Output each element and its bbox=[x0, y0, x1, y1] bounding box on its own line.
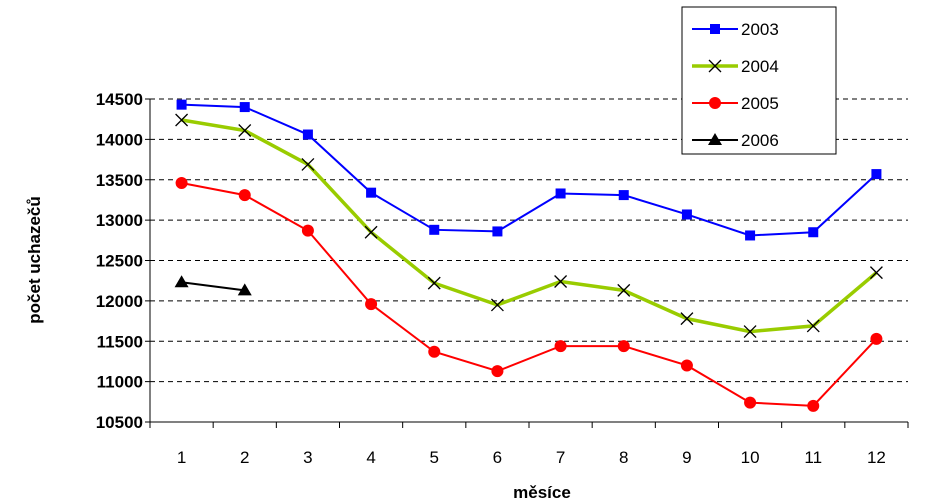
data-point-2003 bbox=[555, 188, 566, 199]
data-point-2006 bbox=[237, 283, 252, 296]
data-point-2005 bbox=[301, 224, 314, 237]
x-tick-label: 11 bbox=[804, 448, 822, 467]
legend-marker bbox=[709, 97, 721, 109]
axes bbox=[145, 98, 909, 428]
legend-label: 2005 bbox=[741, 94, 779, 113]
series-2006 bbox=[174, 275, 252, 296]
series bbox=[174, 99, 883, 412]
legend-item-2003: 2003 bbox=[692, 20, 779, 39]
y-tick-label: 10500 bbox=[96, 413, 143, 432]
legend-label: 2003 bbox=[741, 20, 779, 39]
y-tick-label: 14000 bbox=[96, 130, 143, 149]
x-tick-label: 3 bbox=[303, 448, 312, 467]
data-point-2005 bbox=[175, 176, 188, 189]
data-point-2004 bbox=[806, 319, 820, 333]
data-point-2004 bbox=[490, 298, 504, 312]
data-point-2004 bbox=[680, 312, 694, 326]
data-point-2003 bbox=[871, 169, 882, 180]
data-point-2005 bbox=[365, 298, 378, 311]
y-tick-label: 12000 bbox=[96, 292, 143, 311]
data-point-2004 bbox=[175, 113, 189, 127]
data-point-2003 bbox=[239, 102, 250, 113]
y-axis-title: počet uchazečů bbox=[25, 196, 44, 324]
data-point-2003 bbox=[429, 224, 440, 235]
series-line-2005 bbox=[181, 181, 878, 407]
legend-marker bbox=[710, 24, 720, 34]
series-line-2003 bbox=[181, 103, 878, 237]
data-point-2005 bbox=[807, 399, 820, 412]
data-point-2005 bbox=[428, 345, 441, 358]
data-point-2005 bbox=[238, 189, 251, 202]
data-point-2003 bbox=[808, 227, 819, 238]
y-tick-label: 14500 bbox=[96, 90, 143, 109]
legend-label: 2006 bbox=[741, 131, 779, 150]
y-tick-label: 11000 bbox=[97, 373, 143, 392]
data-point-2003 bbox=[618, 190, 629, 201]
data-point-2004 bbox=[617, 283, 631, 297]
gridlines bbox=[150, 98, 908, 383]
data-point-2005 bbox=[491, 365, 504, 378]
legend-item-2004: 2004 bbox=[692, 57, 779, 76]
x-tick-label: 1 bbox=[177, 448, 186, 467]
x-tick-label: 10 bbox=[741, 448, 760, 467]
legend-item-2005: 2005 bbox=[692, 94, 779, 113]
x-tick-label: 5 bbox=[430, 448, 439, 467]
data-point-2004 bbox=[364, 225, 378, 239]
legend-label: 2004 bbox=[741, 57, 779, 76]
y-tick-label: 13000 bbox=[96, 211, 143, 230]
data-point-2003 bbox=[492, 226, 503, 237]
series-line-2006 bbox=[181, 281, 245, 292]
data-point-2003 bbox=[366, 187, 377, 198]
x-tick-labels: 1 2 3 4 5 6 7 8 9 10 11 12 bbox=[177, 448, 886, 467]
series-2004 bbox=[175, 113, 883, 339]
data-point-2004 bbox=[554, 275, 568, 288]
data-point-2004 bbox=[238, 124, 252, 137]
x-tick-label: 9 bbox=[682, 448, 691, 467]
series-line-2004 bbox=[181, 118, 878, 334]
x-tick-label: 7 bbox=[556, 448, 565, 467]
x-tick-label: 8 bbox=[619, 448, 628, 467]
x-tick-label: 2 bbox=[240, 448, 249, 467]
data-point-2004 bbox=[869, 266, 883, 280]
y-tick-label: 11500 bbox=[97, 332, 143, 351]
legend: 2003 2004 2005 2006 bbox=[681, 6, 837, 155]
data-point-2003 bbox=[745, 230, 756, 241]
data-point-2004 bbox=[427, 276, 441, 290]
series-2003 bbox=[176, 99, 882, 241]
x-tick-label: 12 bbox=[867, 448, 886, 467]
data-point-2005 bbox=[554, 340, 567, 353]
data-point-2005 bbox=[870, 332, 883, 345]
legend-box bbox=[681, 6, 837, 155]
data-point-2003 bbox=[302, 129, 313, 140]
data-point-2005 bbox=[744, 396, 757, 409]
series-2005 bbox=[175, 176, 883, 412]
x-tick-label: 6 bbox=[493, 448, 502, 467]
legend-marker bbox=[708, 133, 722, 145]
data-point-2003 bbox=[681, 209, 692, 220]
data-point-2004 bbox=[743, 325, 757, 339]
legend-marker bbox=[708, 59, 722, 73]
data-point-2003 bbox=[176, 99, 187, 110]
data-point-2006 bbox=[174, 275, 189, 288]
y-tick-label: 13500 bbox=[96, 171, 143, 190]
data-point-2004 bbox=[301, 157, 315, 171]
data-point-2005 bbox=[680, 359, 693, 372]
legend-item-2006: 2006 bbox=[692, 131, 779, 150]
y-tick-label: 12500 bbox=[96, 252, 143, 271]
x-axis-title: měsíce bbox=[513, 483, 571, 502]
y-tick-labels: 10500 11000 11500 12000 12500 13000 13500 14000… bbox=[96, 90, 143, 432]
data-point-2005 bbox=[617, 340, 630, 353]
x-tick-label: 4 bbox=[366, 448, 375, 467]
